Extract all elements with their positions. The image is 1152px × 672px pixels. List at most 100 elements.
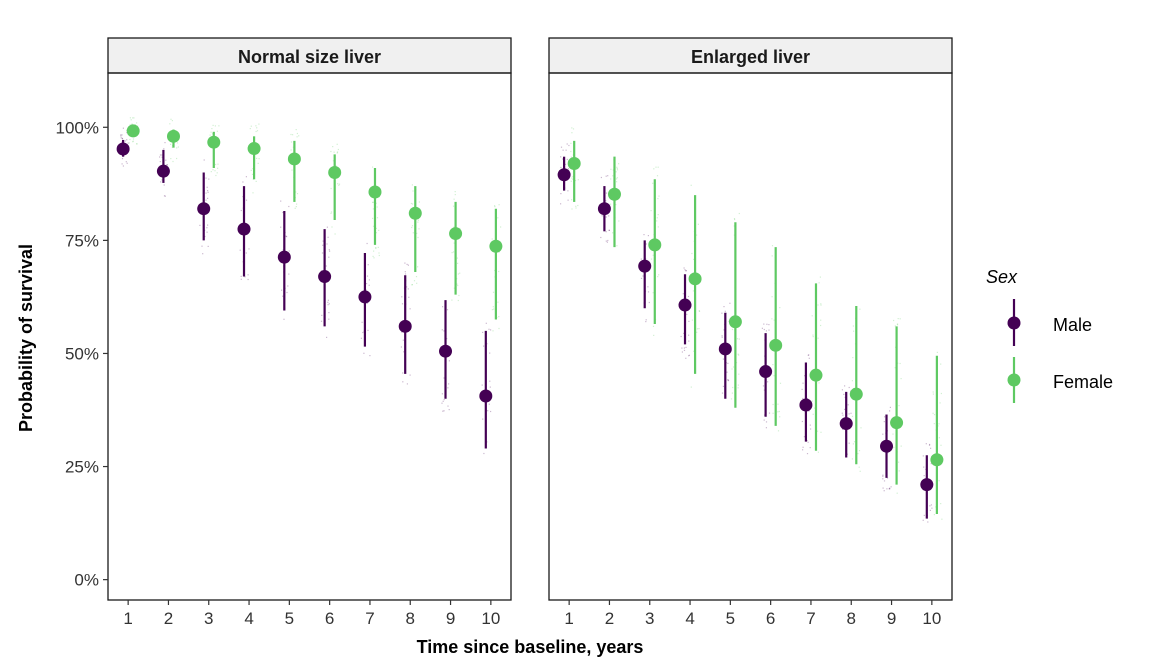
posterior-draw <box>738 354 740 356</box>
posterior-draw <box>402 339 404 341</box>
posterior-draw <box>290 133 292 136</box>
posterior-draw <box>216 130 218 132</box>
estimate-point <box>718 342 732 356</box>
posterior-draw <box>456 278 458 280</box>
posterior-draw <box>600 176 602 179</box>
posterior-draw <box>886 488 888 490</box>
posterior-draw <box>616 177 618 179</box>
posterior-draw <box>811 315 813 317</box>
posterior-draw <box>814 407 816 409</box>
posterior-draw <box>286 291 288 294</box>
x-tick-label: 1 <box>123 609 132 628</box>
x-tick-label: 10 <box>481 609 500 628</box>
posterior-draw <box>372 201 374 203</box>
posterior-draw <box>897 318 899 320</box>
posterior-draw <box>443 410 445 412</box>
estimate-point <box>890 416 904 430</box>
posterior-draw <box>441 393 443 395</box>
posterior-draw <box>930 463 932 465</box>
posterior-draw <box>727 379 729 381</box>
strip-title: Normal size liver <box>238 47 381 67</box>
posterior-draw <box>320 320 323 322</box>
posterior-draw <box>163 148 165 150</box>
posterior-draw <box>820 324 822 327</box>
posterior-draw <box>159 156 161 158</box>
posterior-draw <box>258 123 260 125</box>
posterior-draw <box>497 301 499 303</box>
posterior-draw <box>126 132 128 134</box>
posterior-draw <box>407 288 409 290</box>
posterior-draw <box>929 443 931 446</box>
posterior-draw <box>738 373 740 375</box>
posterior-draw <box>940 503 942 505</box>
posterior-draw <box>727 379 729 381</box>
x-tick-label: 8 <box>847 609 856 628</box>
posterior-draw <box>723 329 725 331</box>
posterior-draw <box>820 303 822 305</box>
posterior-draw <box>207 197 209 199</box>
y-tick-label: 25% <box>65 458 99 477</box>
posterior-draw <box>688 355 690 357</box>
posterior-draw <box>765 421 768 423</box>
legend-key-male: Male <box>1007 299 1092 346</box>
posterior-draw <box>817 337 819 339</box>
posterior-draw <box>768 324 770 326</box>
posterior-draw <box>483 452 485 455</box>
posterior-draw <box>806 440 808 442</box>
posterior-draw <box>207 245 209 247</box>
posterior-draw <box>240 275 242 277</box>
posterior-draw <box>882 474 884 476</box>
posterior-draw <box>605 231 607 233</box>
posterior-draw <box>375 227 377 229</box>
estimate-point <box>237 222 251 236</box>
posterior-draw <box>681 347 683 349</box>
posterior-draw <box>698 310 701 312</box>
x-tick-label: 5 <box>726 609 735 628</box>
estimate-point <box>247 142 261 156</box>
posterior-draw <box>362 331 364 334</box>
posterior-draw <box>290 141 293 143</box>
x-tick-label: 7 <box>806 609 815 628</box>
posterior-draw <box>329 250 331 252</box>
posterior-draw <box>205 177 207 179</box>
posterior-draw <box>657 198 659 200</box>
posterior-draw <box>333 151 335 153</box>
x-tick-label: 9 <box>887 609 896 628</box>
posterior-draw <box>251 173 254 175</box>
posterior-draw <box>418 228 420 230</box>
posterior-draw <box>487 410 489 412</box>
posterior-draw <box>166 164 168 166</box>
posterior-draw <box>122 127 124 129</box>
posterior-draw <box>938 437 940 439</box>
legend-label-female: Female <box>1053 372 1113 392</box>
posterior-draw <box>247 278 249 281</box>
posterior-draw <box>808 410 810 412</box>
posterior-draw <box>338 183 341 185</box>
posterior-draw <box>727 362 729 364</box>
x-tick-label: 2 <box>605 609 614 628</box>
posterior-draw <box>366 275 369 277</box>
posterior-draw <box>498 327 500 330</box>
posterior-draw <box>210 131 212 133</box>
posterior-draw <box>400 346 402 348</box>
posterior-draw <box>375 247 377 249</box>
posterior-draw <box>892 433 894 435</box>
posterior-draw <box>562 158 564 160</box>
posterior-draw <box>287 285 289 287</box>
posterior-draw <box>618 163 620 165</box>
posterior-draw <box>812 336 814 338</box>
posterior-draw <box>498 251 500 253</box>
posterior-draw <box>735 362 738 364</box>
posterior-draw <box>493 308 495 310</box>
estimate-point <box>880 439 894 453</box>
posterior-draw <box>163 195 166 197</box>
posterior-draw <box>249 128 251 130</box>
posterior-draw <box>616 181 618 183</box>
posterior-draw <box>453 198 455 200</box>
posterior-draw <box>411 284 413 286</box>
posterior-draw <box>161 179 163 181</box>
posterior-draw <box>853 441 856 443</box>
posterior-draw <box>882 487 884 489</box>
x-tick-label: 10 <box>922 609 941 628</box>
